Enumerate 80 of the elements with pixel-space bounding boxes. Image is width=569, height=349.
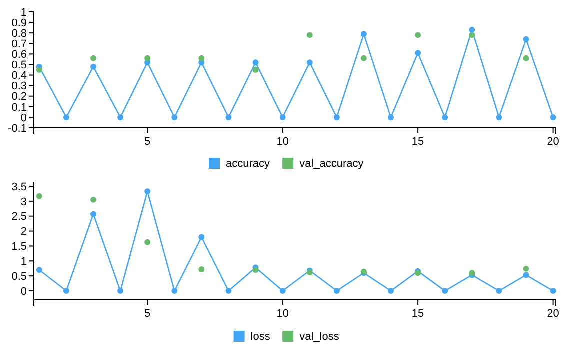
point [550,288,556,294]
point [198,266,205,273]
x-tick-label: 5 [144,308,151,320]
y-tick-label: 0 [20,112,27,124]
y-tick-label: 0.5 [12,270,27,283]
point [280,288,286,294]
point [90,64,96,70]
y-tick-label: 0.2 [12,91,27,104]
point [144,239,151,246]
point [63,288,70,294]
point [550,114,556,120]
x-tick-label: 5 [144,136,151,148]
legend-label: val_loss [300,330,340,343]
point [90,211,96,218]
y-tick-label: -0.1 [8,122,27,135]
point [252,67,259,73]
y-tick-label: 1.5 [12,241,27,254]
point [523,272,530,278]
point [90,196,96,203]
point [118,114,124,120]
point [144,188,151,195]
x-tick-label: 20 [547,308,560,320]
y-tick-label: 1 [20,256,27,268]
y-tick-label: 0.7 [12,38,27,50]
point [36,193,42,200]
y-tick-label: 0.4 [12,70,27,82]
x-tick-label: 10 [276,136,289,148]
point [388,114,394,120]
y-tick-label: 0.6 [12,49,27,62]
point [360,31,367,38]
y-tick-label: 1 [20,6,27,19]
y-tick-label: 0.9 [12,17,27,30]
point [90,55,96,62]
point [36,67,42,73]
y-tick-label: 2 [20,226,27,238]
point [63,114,70,120]
point [496,288,502,294]
point [523,55,530,62]
point [226,114,232,120]
y-tick-label: 0.3 [12,80,27,93]
x-tick-label: 15 [412,136,424,148]
point [118,288,124,294]
point [198,55,205,62]
point [144,55,151,62]
point [334,114,340,120]
point [523,266,530,272]
legend-label: accuracy [226,158,271,170]
y-tick-label: 0.8 [12,28,27,40]
y-tick-label: 3.5 [12,181,27,194]
point [306,60,313,66]
point [415,50,422,56]
x-tick-label: 20 [547,136,560,148]
legend-label: val_accuracy [300,158,364,170]
y-tick-label: 2.5 [12,211,27,224]
point [469,26,476,33]
x-tick-label: 10 [276,308,289,320]
point [469,32,476,38]
point [415,32,422,38]
point [523,36,530,42]
point [334,288,340,294]
point [496,114,502,120]
point [442,114,448,120]
point [280,114,286,120]
y-tick-label: 0.1 [12,102,27,114]
y-tick-label: 0.5 [12,60,27,72]
y-tick-label: 3 [20,196,27,208]
point [198,234,205,240]
point [252,60,259,66]
point [306,32,313,38]
point [442,288,448,294]
point [388,288,394,294]
legend-label: loss [250,330,271,343]
y-tick-label: 0 [20,286,27,298]
x-tick-label: 15 [412,308,424,320]
point [172,114,178,120]
point [252,267,259,274]
point [172,288,178,294]
point [226,288,232,294]
point [360,55,367,62]
point [36,267,42,274]
